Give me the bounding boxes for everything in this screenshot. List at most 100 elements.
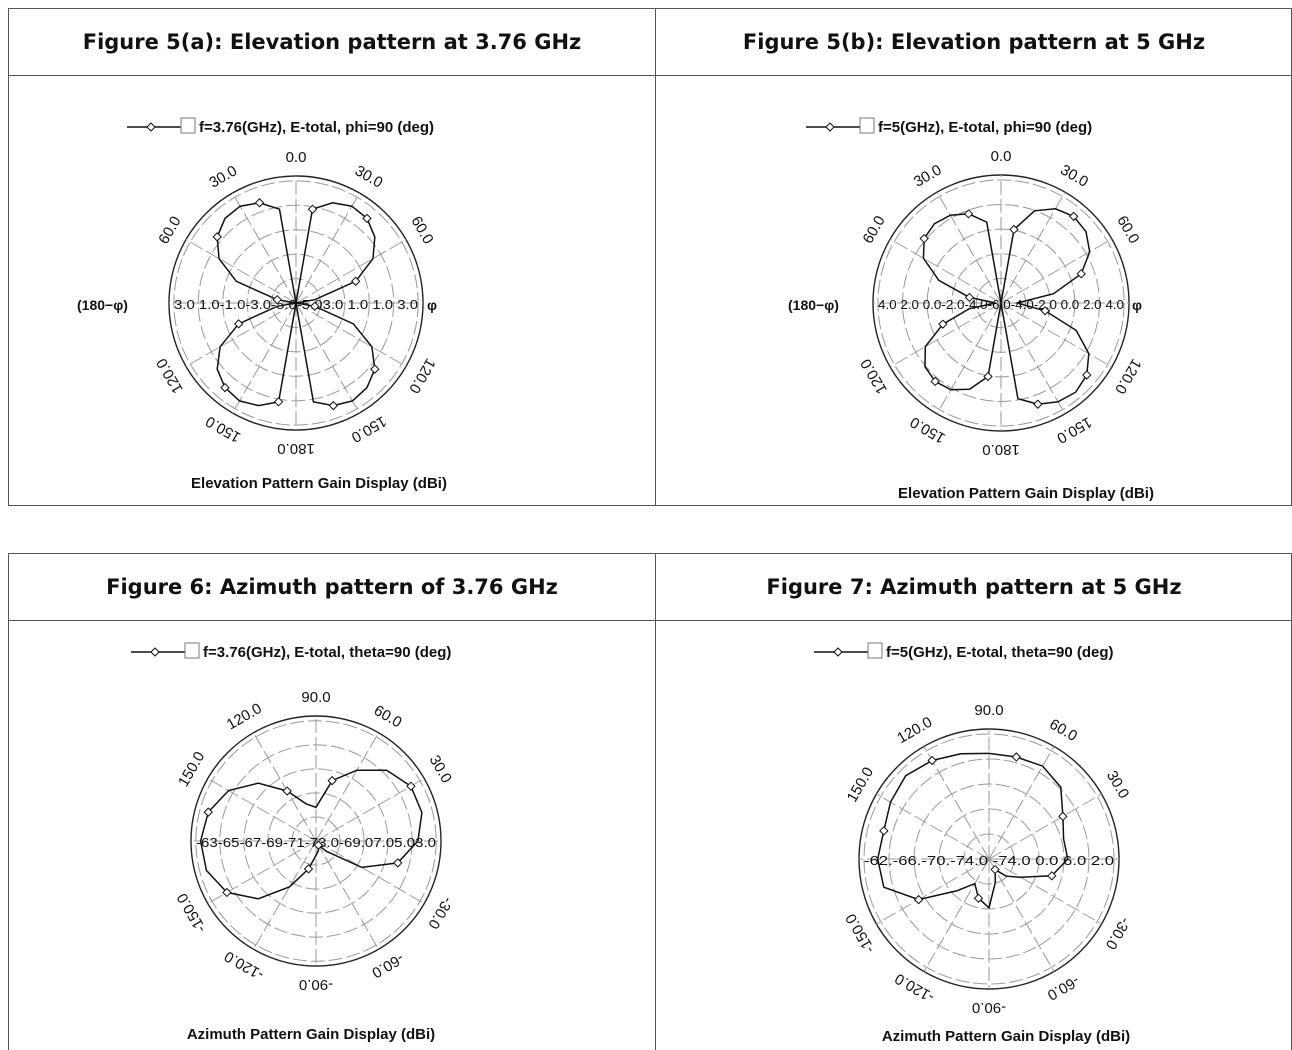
right-axis-label: φ (427, 297, 437, 313)
legend-checkbox-icon (867, 642, 883, 659)
angle-tick-label: 30.0 (1103, 768, 1132, 802)
series-marker (1082, 370, 1092, 380)
grid-spoke (988, 793, 1102, 860)
grid-spoke (295, 302, 407, 367)
series-marker (963, 209, 974, 219)
series-marker (393, 858, 403, 868)
grid-spoke (1000, 191, 1066, 304)
figure-5a-title: Figure 5(a): Elevation pattern at 3.76 G… (8, 8, 656, 76)
angle-tick-label: 90.0 (301, 689, 330, 706)
angle-tick-label: 120.0 (405, 355, 438, 396)
grid-spoke (315, 840, 379, 950)
grid-spoke (988, 858, 1055, 972)
grid-spoke (1000, 238, 1113, 304)
grid-spoke (295, 192, 360, 304)
series-marker (307, 204, 318, 214)
grid-spoke (1000, 302, 1113, 368)
angle-tick-label: 150.0 (1054, 413, 1095, 446)
right-axis-label: φ (1132, 297, 1142, 313)
series-marker (254, 198, 265, 208)
figure-5b-chart: 0.0 30.0 60.0 120.0 150.0 180.0 150.0 120.0 60.0… (788, 117, 1154, 502)
series-marker (370, 364, 380, 374)
grid-spoke (185, 239, 297, 304)
grid-spoke (315, 732, 379, 842)
figure-5a-chart: 0.0 30.0 60.0 120.0 150.0 180.0 150.0 120.0 60.0… (77, 117, 447, 492)
series-marker (938, 319, 948, 329)
angle-tick-label: -90.0 (972, 999, 1006, 1016)
grid-spoke (253, 732, 317, 842)
grid-spoke (295, 302, 360, 414)
series-marker (273, 397, 284, 407)
grid-spoke (923, 858, 990, 972)
angle-tick-label: 30.0 (206, 162, 240, 191)
legend-label: f=3.76(GHz), E-total, phi=90 (deg) (199, 119, 434, 136)
angle-tick-label: -60.0 (369, 949, 407, 981)
series-marker (964, 292, 975, 303)
legend-label: f=5(GHz), E-total, theta=90 (deg) (886, 644, 1114, 661)
grid-spoke (185, 302, 297, 367)
angle-tick-label: 60.0 (1113, 213, 1142, 247)
chart-caption: Azimuth Pattern Gain Display (dBi) (882, 1028, 1130, 1045)
series-marker (930, 376, 940, 387)
legend-diamond-icon (150, 647, 160, 657)
grid-spoke (923, 746, 990, 860)
legend-diamond-icon (146, 122, 156, 132)
series-marker (919, 233, 929, 244)
angle-tick-label: -30.0 (424, 894, 456, 932)
chart-caption: Elevation Pattern Gain Display (dBi) (898, 485, 1154, 502)
figure-6-chart: 90.060.030.0-30.0-60.0-90.0-120.0-150.01… (131, 642, 456, 1043)
series-marker (990, 864, 1000, 875)
angle-tick-label: 150.0 (348, 412, 389, 445)
figure-5b-title: Figure 5(b): Elevation pattern at 5 GHz (655, 8, 1292, 76)
angle-tick-label: 120.0 (894, 714, 935, 747)
legend-label: f=3.76(GHz), E-total, theta=90 (deg) (203, 644, 451, 661)
series-marker (350, 276, 361, 286)
legend-diamond-icon (825, 122, 835, 132)
chart-caption: Elevation Pattern Gain Display (dBi) (191, 475, 447, 492)
series-marker (879, 826, 889, 836)
figure-7-title: Figure 7: Azimuth pattern at 5 GHz (655, 553, 1292, 621)
angle-tick-label: 30.0 (1057, 161, 1091, 190)
angle-tick-label: 60.0 (859, 213, 888, 247)
grid-spoke (936, 302, 1002, 415)
series-marker (1058, 811, 1068, 822)
angle-tick-label: 120.0 (153, 355, 186, 396)
series-marker (1009, 224, 1019, 235)
chart-caption: Azimuth Pattern Gain Display (dBi) (187, 1026, 435, 1043)
grid-spoke (889, 302, 1002, 368)
angle-tick-label: 150.0 (844, 764, 877, 805)
grid-spoke (889, 238, 1002, 304)
grid-spoke (207, 840, 317, 904)
series-line (922, 208, 1091, 405)
angle-tick-label: 60.0 (1046, 716, 1080, 745)
grid-spoke (232, 302, 297, 414)
grid-spoke (876, 858, 990, 925)
angle-tick-label: 180.0 (982, 441, 1020, 458)
series-marker (1047, 871, 1057, 881)
series-marker (327, 775, 337, 786)
series-marker (328, 400, 339, 411)
radial-tick-labels: -63-65-67-69-71-73.0-69.07.05.03.0 (196, 835, 436, 850)
angle-tick-label: 60.0 (371, 702, 405, 731)
radial-tick-labels: -62.-66.-70.-74.0 -74.0 0.0 6.0 2.0 (864, 853, 1114, 868)
grid-ring (877, 179, 1125, 427)
grid-spoke (232, 192, 297, 304)
series-marker (310, 301, 320, 312)
left-axis-label: (180−φ) (77, 297, 128, 313)
series-marker (220, 382, 230, 393)
grid-spoke (988, 746, 1055, 860)
outer-ring (190, 715, 442, 967)
angle-tick-label: 150.0 (203, 412, 244, 445)
angle-tick-label: 30.0 (352, 162, 386, 191)
figure-7-panel: 90.0 60.0 30.0 -30.0 -60.0 -90.0 -120.0 -150.0 1… (655, 620, 1292, 1050)
grid-spoke (988, 858, 1102, 925)
angle-tick-label: 180.0 (277, 440, 315, 457)
angle-tick-label: 0.0 (286, 149, 307, 166)
angle-tick-label: 150.0 (907, 413, 948, 446)
series-marker (272, 294, 282, 305)
angle-tick-label: -30.0 (1102, 914, 1134, 952)
legend-checkbox-icon (184, 642, 200, 659)
legend-checkbox-icon (859, 117, 875, 134)
angle-tick-label: -90.0 (299, 976, 333, 993)
series-line (216, 202, 376, 407)
